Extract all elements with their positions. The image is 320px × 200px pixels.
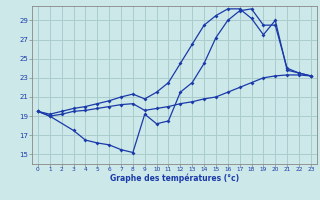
- X-axis label: Graphe des températures (°c): Graphe des températures (°c): [110, 174, 239, 183]
